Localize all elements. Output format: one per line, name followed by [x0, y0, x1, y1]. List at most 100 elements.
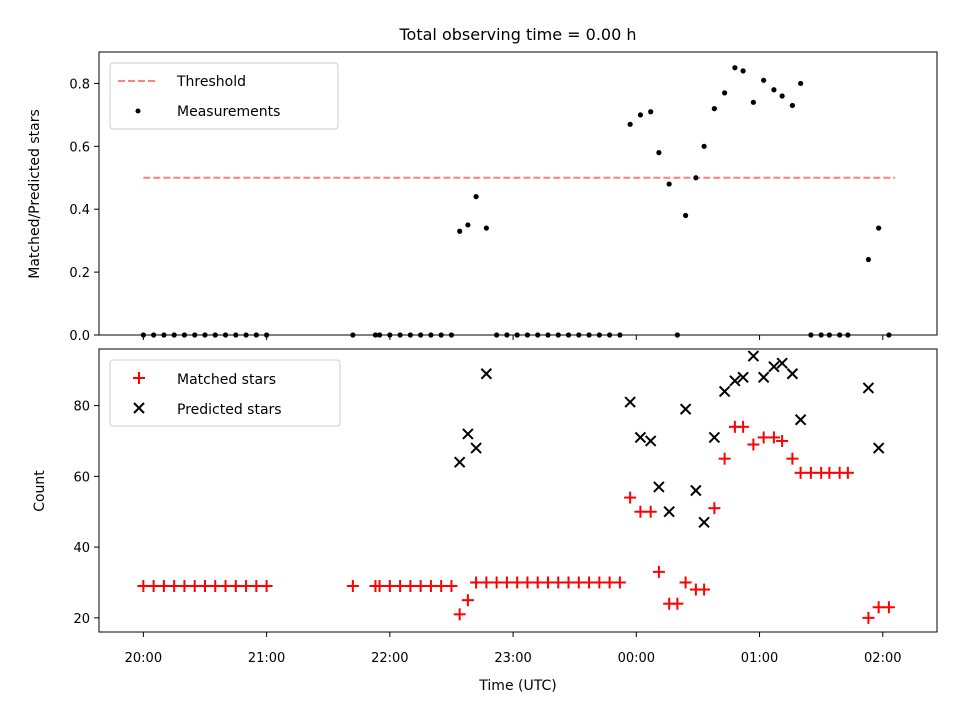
x-axis-label: Time (UTC)	[478, 678, 556, 694]
matched-point	[346, 580, 359, 593]
matched-point	[804, 466, 817, 479]
matched-point	[219, 580, 232, 593]
bottom-y-tick-label: 60	[73, 470, 90, 485]
matched-point	[198, 580, 211, 593]
measurement-point	[465, 222, 471, 228]
x-tick-label: 20:00	[125, 651, 162, 666]
matched-legend-label: Matched stars	[177, 372, 276, 388]
matched-point	[383, 580, 396, 593]
predicted-legend-swatch	[133, 402, 145, 414]
measurement-point	[483, 225, 489, 231]
measurements-legend-swatch	[135, 108, 141, 114]
bottom-y-ticks: 20 40 60 80	[73, 400, 99, 627]
matched-point	[737, 420, 750, 433]
measurement-point	[789, 102, 796, 109]
measurement-point	[683, 212, 689, 219]
predicted-point	[653, 481, 665, 493]
matched-point	[521, 576, 534, 589]
predicted-point	[794, 414, 807, 426]
top-y-tick-label: 0.8	[69, 77, 90, 92]
matched-legend-swatch	[133, 372, 145, 384]
predicted-point	[690, 484, 702, 497]
measurement-point	[798, 80, 804, 87]
matched-point	[157, 580, 170, 593]
bottom-legend-box	[109, 359, 341, 427]
matched-point	[767, 431, 780, 444]
top-y-tick-label: 0.4	[69, 203, 90, 218]
x-tick-label: 23:00	[494, 651, 531, 666]
predicted-point	[453, 456, 466, 468]
measurement-point	[666, 181, 672, 187]
predicted-point	[737, 371, 749, 384]
measurement-point	[457, 228, 463, 234]
matched-point	[718, 452, 731, 465]
measurement-point	[722, 90, 728, 96]
predicted-point	[698, 516, 710, 529]
bottom-legend: Matched stars Predicted stars	[109, 359, 341, 427]
measurement-point	[627, 121, 633, 127]
predicted-point	[644, 435, 657, 447]
matched-point	[500, 576, 513, 589]
top-panel: Total observing time = 0.00 h 0.00.20.40…	[27, 25, 938, 344]
matched-point	[470, 576, 483, 589]
matched-point	[373, 580, 386, 593]
predicted-point	[729, 375, 741, 387]
bottom-y-tick-label: 80	[73, 400, 90, 415]
matched-point	[480, 576, 493, 589]
matched-point	[747, 438, 760, 451]
matched-point	[250, 580, 263, 593]
top-x-ticks	[142, 335, 884, 340]
matched-point	[671, 597, 684, 610]
matched-point	[794, 466, 807, 479]
bottom-y-tick-label: 40	[73, 541, 90, 556]
matched-point	[634, 505, 647, 518]
matched-point	[552, 576, 565, 589]
matched-point	[445, 580, 458, 593]
bottom-x-ticks: 20:00 21:00 22:00 23:00 00:00 01:00 02:00	[125, 632, 902, 666]
matched-point	[823, 466, 836, 479]
matched-point	[260, 580, 273, 593]
measurement-point	[693, 175, 699, 181]
predicted-legend-label: Predicted stars	[177, 402, 282, 418]
threshold-legend-label: Threshold	[176, 74, 246, 90]
top-y-ticks: 0.0 0.2 0.4 0.6 0.8	[69, 77, 99, 344]
matched-point	[757, 431, 770, 444]
predicted-point	[470, 442, 482, 454]
bottom-y-axis-label: Count	[32, 470, 48, 512]
bottom-panel: 20 40 60 80 20:00 21:00 22:00 23:00 00:00 01:00 0…	[32, 348, 938, 694]
top-plot-frame	[98, 51, 938, 336]
measurement-point	[771, 87, 777, 93]
matched-point	[453, 608, 466, 621]
measurement-point	[648, 109, 654, 115]
matched-point	[624, 491, 637, 504]
measurement-point	[876, 225, 882, 231]
predicted-point	[768, 360, 780, 373]
measurement-point	[779, 93, 785, 99]
predicted-point	[872, 442, 885, 454]
measurement-point	[865, 256, 871, 263]
matched-point	[461, 594, 474, 607]
predicted-point	[708, 431, 721, 444]
predicted-point	[634, 431, 647, 444]
measurement-point	[761, 77, 767, 83]
predicted-point	[718, 385, 731, 398]
bottom-y-tick-label: 20	[73, 612, 90, 627]
matched-point	[583, 576, 596, 589]
matched-point	[776, 434, 789, 447]
predicted-point	[462, 428, 474, 440]
predicted-point	[663, 506, 675, 518]
matched-point	[562, 576, 575, 589]
measurements-legend-label: Measurements	[177, 104, 280, 120]
matched-point	[178, 580, 191, 593]
matched-point	[593, 576, 606, 589]
matched-point	[188, 580, 201, 593]
matched-point	[862, 611, 875, 624]
matched-point	[541, 576, 554, 589]
top-y-tick-label: 0.0	[69, 329, 90, 344]
measurement-point	[637, 112, 644, 118]
matched-point	[652, 565, 665, 578]
x-tick-label: 22:00	[371, 651, 408, 666]
predicted-point	[862, 382, 875, 394]
matched-point	[229, 580, 242, 593]
matched-point	[841, 466, 854, 479]
